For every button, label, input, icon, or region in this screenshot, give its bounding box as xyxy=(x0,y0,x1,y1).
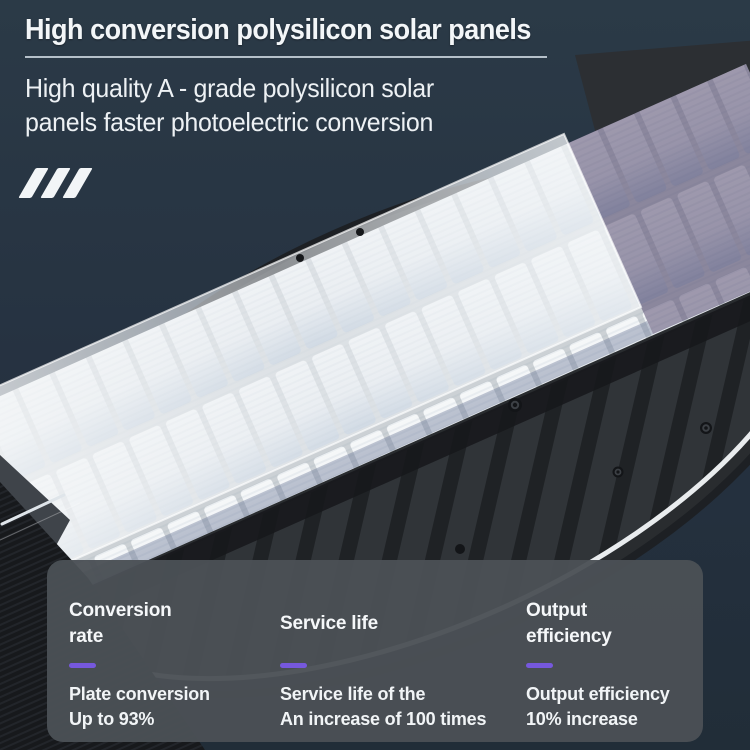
screw xyxy=(455,398,712,554)
stat-title: Service life xyxy=(280,613,378,634)
stat-accent-dash xyxy=(526,663,553,668)
exposed-purple-cells xyxy=(568,64,750,334)
translucent-cover xyxy=(0,132,643,594)
page-subtitle: High quality A - grade polysilicon solar… xyxy=(25,73,434,137)
stat-column-conversion-rate: Conversion rate Plate conversion Up to 9… xyxy=(69,598,280,742)
solar-panel xyxy=(0,64,750,627)
stat-accent-dash xyxy=(69,663,96,668)
triple-slash-icon xyxy=(18,168,93,198)
stat-title: Output efficiency xyxy=(526,600,612,647)
stat-desc: Plate conversion Up to 93% xyxy=(69,684,210,729)
title-divider xyxy=(25,56,547,58)
stat-desc: Service life of the An increase of 100 t… xyxy=(280,684,487,729)
exposed-blue-cells xyxy=(0,321,653,627)
page-title: High conversion polysilicon solar panels xyxy=(25,14,531,46)
stat-title: Conversion rate xyxy=(69,600,172,647)
stat-accent-dash xyxy=(280,663,307,668)
stat-desc: Output efficiency 10% increase xyxy=(526,684,670,729)
stat-column-service-life: Service life Service life of the An incr… xyxy=(280,598,526,742)
rim-rivet xyxy=(296,254,304,262)
stats-card: Conversion rate Plate conversion Up to 9… xyxy=(47,560,703,742)
stat-column-output-efficiency: Output efficiency Output efficiency 10% … xyxy=(526,598,703,742)
rim-rivet xyxy=(356,228,364,236)
